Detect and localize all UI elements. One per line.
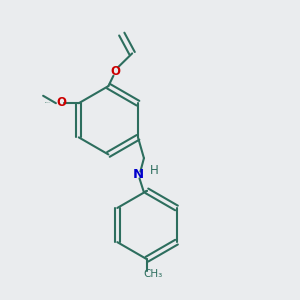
Text: N: N (132, 168, 144, 181)
Text: H: H (150, 164, 159, 178)
Text: CH₃: CH₃ (144, 269, 163, 279)
Text: O: O (56, 96, 66, 109)
Text: O: O (111, 65, 121, 78)
Text: methoxy: methoxy (45, 102, 51, 103)
